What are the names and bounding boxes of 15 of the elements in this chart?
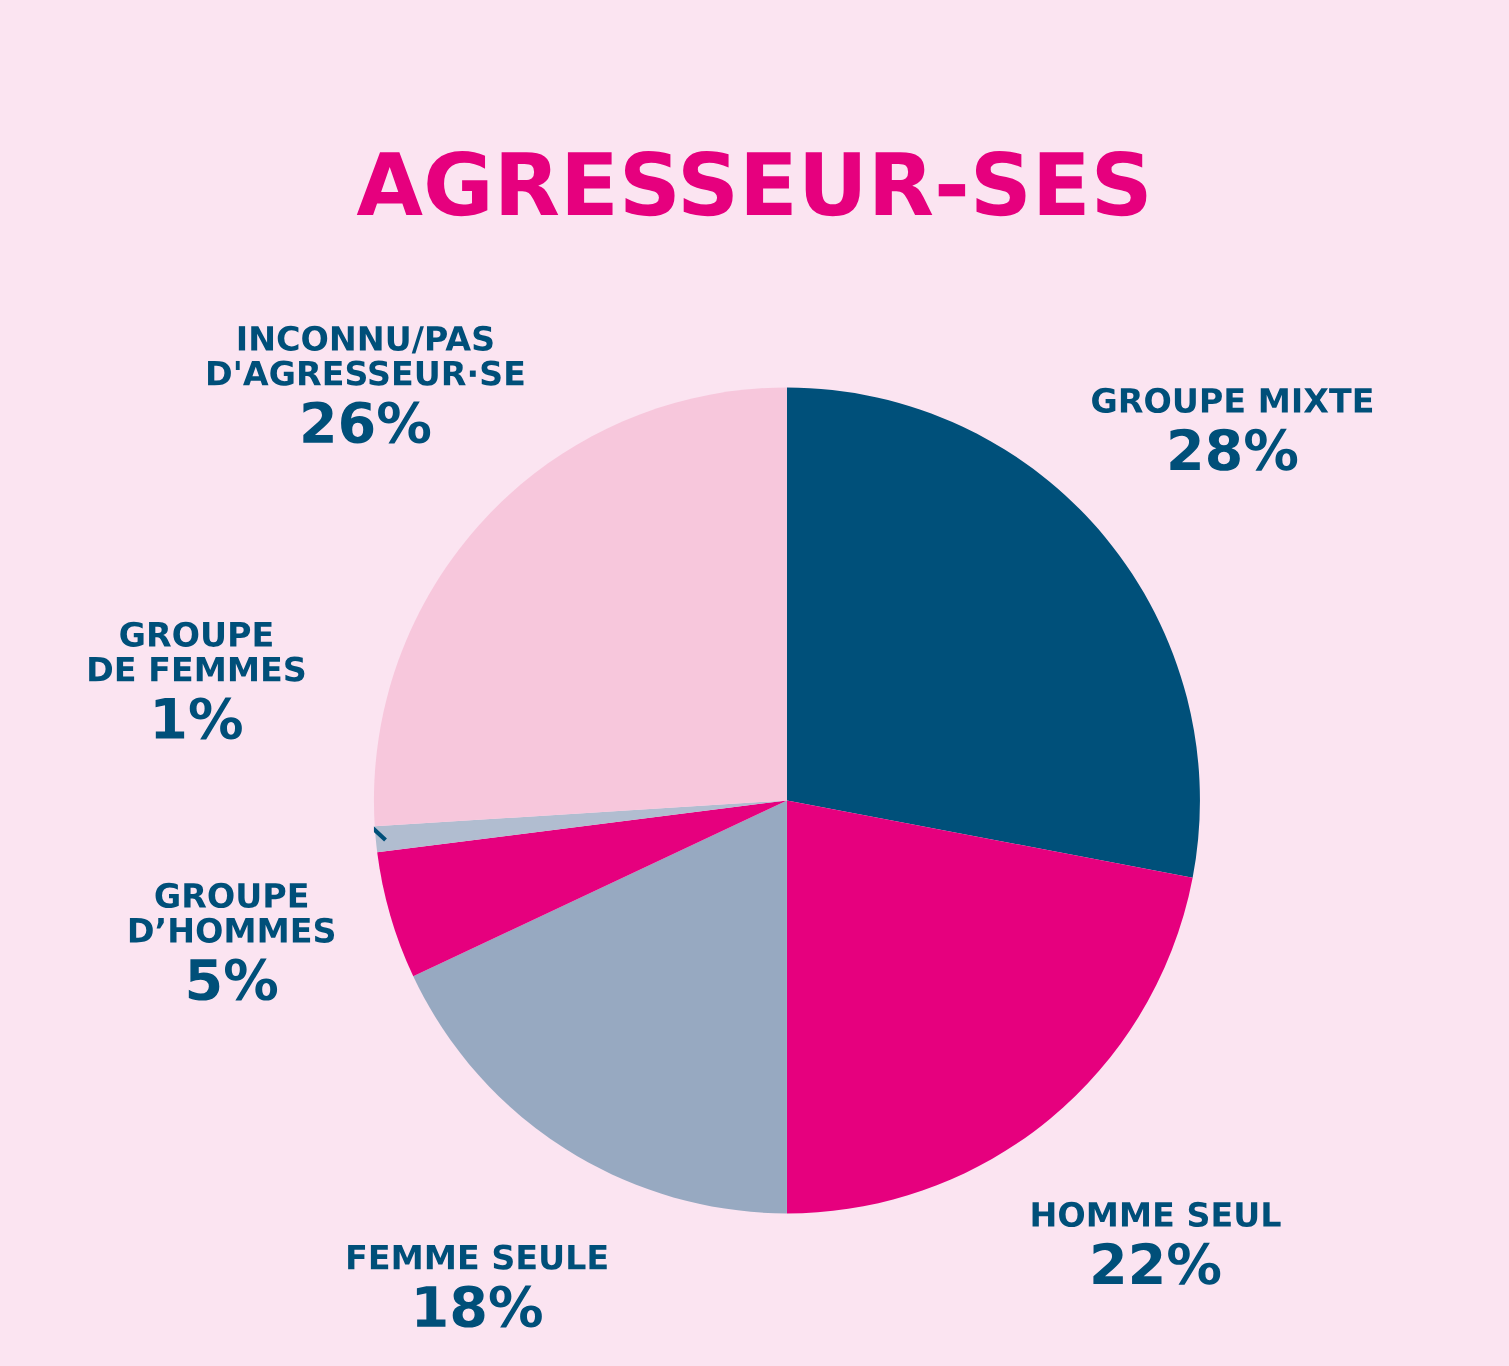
slice-label: GROUPE MIXTE — [1092, 387, 1373, 413]
slice-label: GROUPE DE FEMMES — [89, 621, 305, 682]
data-label: 5% — [188, 958, 278, 1001]
data-label: 26% — [303, 401, 431, 444]
slice-label: INCONNU/PAS D'AGRESSEUR·SE — [208, 325, 524, 386]
data-label: 28% — [1170, 428, 1298, 471]
slice-label: FEMME SEULE — [348, 1244, 607, 1270]
data-label: 1% — [155, 697, 242, 740]
data-label: 22% — [1093, 1242, 1221, 1285]
pie-slice — [413, 800, 787, 1214]
slice-label: GROUPE D’HOMMES — [129, 882, 335, 943]
data-label: 18% — [416, 1285, 542, 1328]
chart-title: AGRESSEUR-SES — [356, 151, 1147, 217]
slice-label: HOMME SEUL — [1032, 1201, 1281, 1228]
pie-slice — [377, 800, 787, 977]
